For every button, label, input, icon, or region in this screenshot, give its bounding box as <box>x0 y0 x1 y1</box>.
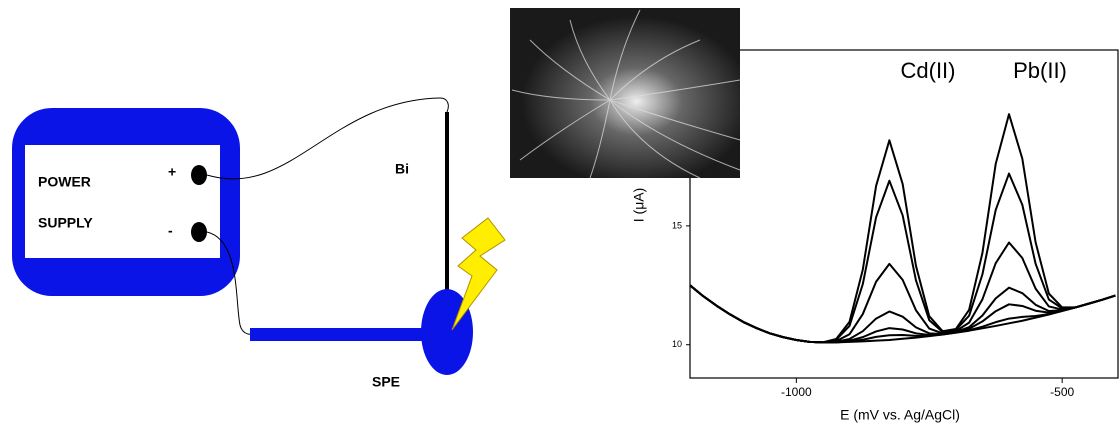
figure: POWER SUPPLY + - Bi SPE E (mV vs. Ag/AgC… <box>0 0 1120 431</box>
minus-label: - <box>168 223 173 239</box>
terminal-minus <box>191 222 207 242</box>
lightning <box>452 218 505 330</box>
plus-label: + <box>168 164 176 180</box>
power-supply-panel <box>25 145 220 258</box>
x-axis-label: E (mV vs. Ag/AgCl) <box>840 407 960 423</box>
annotation: Cd(II) <box>901 58 956 83</box>
y-tick-label: 15 <box>672 220 682 230</box>
annotation: Pb(II) <box>1013 58 1067 83</box>
page: {"diagram": {"power_label": "POWER", "su… <box>0 0 1120 436</box>
terminal-plus <box>191 165 207 185</box>
spe-label: SPE <box>372 374 400 390</box>
power-label: POWER <box>38 174 91 190</box>
electrode-label: Bi <box>395 161 409 177</box>
y-axis-label: I (μA) <box>631 188 647 223</box>
x-tick-label: -1000 <box>781 385 812 399</box>
wire-plus <box>207 98 448 179</box>
micrograph <box>510 8 740 178</box>
spe-strip <box>250 328 435 341</box>
x-tick-label: -500 <box>1050 385 1074 399</box>
supply-label: SUPPLY <box>38 215 93 231</box>
y-tick-label: 10 <box>672 339 682 349</box>
plot-frame <box>690 50 1118 378</box>
micrograph-image <box>510 8 740 178</box>
